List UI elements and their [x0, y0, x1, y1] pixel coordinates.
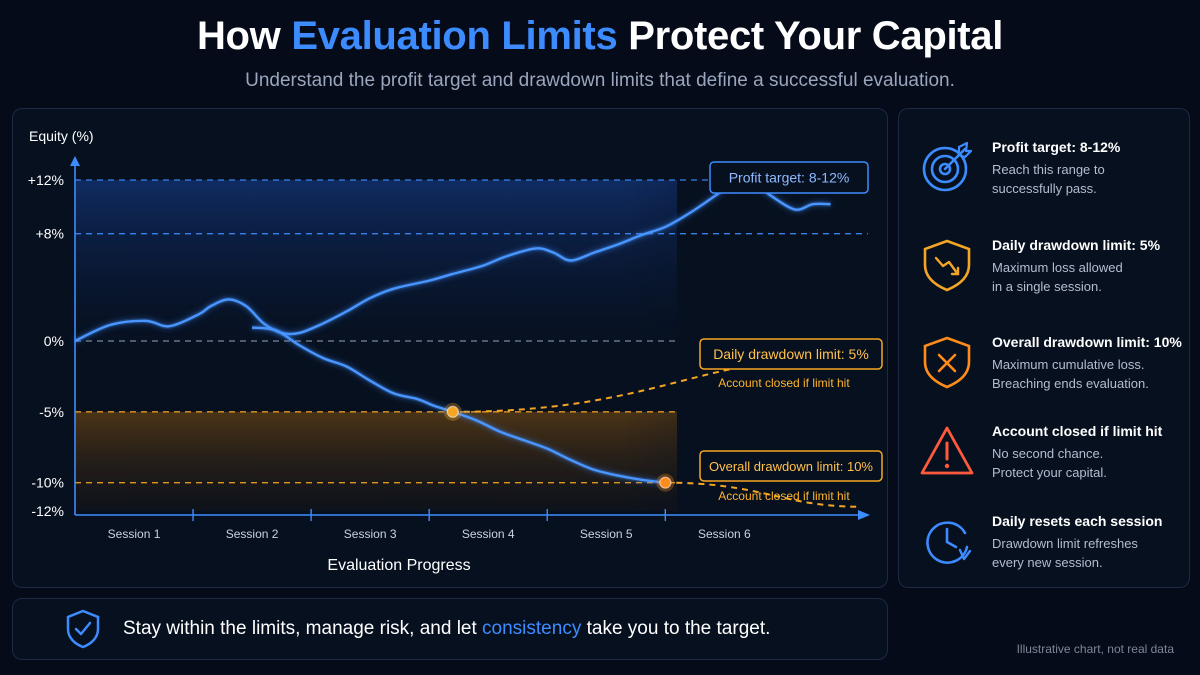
info-item-desc-line: successfully pass.: [992, 181, 1097, 196]
equity-chart: Equity (%) +12% +8% 0% -5% -10% -12% Session 1 S…: [28, 128, 883, 574]
info-item-description: Maximum cumulative loss. Breaching ends e…: [992, 355, 1182, 393]
y-tick-label: 0%: [44, 333, 64, 349]
warning-icon: [920, 426, 974, 475]
drawdown-zone: [75, 411, 677, 511]
info-item-title: Profit target: 8-12%: [992, 139, 1121, 155]
x-tick-label: Session 3: [344, 527, 397, 541]
profit-zone: [75, 180, 677, 341]
disclaimer-note: Illustrative chart, not real data: [1016, 642, 1174, 656]
overall-limit-note: Account closed if limit hit: [718, 489, 850, 503]
info-item-desc-line: Maximum cumulative loss.: [992, 357, 1145, 372]
y-axis-label: Equity (%): [29, 128, 94, 144]
info-item-desc-line: Protect your capital.: [992, 465, 1107, 480]
shield-check-icon: [66, 609, 100, 649]
info-item-desc-line: every new session.: [992, 555, 1103, 570]
y-tick-label: -10%: [31, 475, 64, 491]
info-item-description: Drawdown limit refreshes every new sessio…: [992, 534, 1182, 572]
x-tick-label: Session 4: [462, 527, 515, 541]
info-item-title: Daily drawdown limit: 5%: [992, 237, 1161, 253]
footer-text-pre: Stay within the limits, manage risk, and…: [123, 618, 477, 639]
info-item-title: Daily resets each session: [992, 513, 1163, 529]
daily-limit-note: Account closed if limit hit: [718, 376, 850, 390]
x-axis-arrow: [858, 510, 870, 520]
title-prefix: How: [196, 14, 281, 58]
y-tick-label: +12%: [28, 172, 64, 188]
shield-x-icon: [923, 336, 971, 389]
info-item-title: Overall drawdown limit: 10%: [992, 334, 1182, 350]
info-item-description: No second chance. Protect your capital.: [992, 444, 1182, 482]
info-item: Overall drawdown limit: 10% Maximum cumul…: [899, 334, 1189, 424]
daily-limit-label-box: [699, 338, 883, 370]
x-tick-label: Session 6: [698, 527, 751, 541]
info-item: Daily drawdown limit: 5% Maximum loss all…: [899, 237, 1189, 327]
title-suffix: Protect Your Capital: [628, 14, 1004, 58]
overall-limit-label-box: [699, 450, 883, 482]
page-title: How Evaluation Limits Protect Your Capit…: [0, 14, 1200, 59]
data-marker: [446, 405, 459, 418]
target-icon: [922, 141, 973, 192]
profit-target-label-box: [709, 161, 869, 194]
info-item-desc-line: Drawdown limit refreshes: [992, 536, 1138, 551]
profit-target-label: Profit target: 8-12%: [729, 170, 850, 186]
x-tick-label: Session 5: [580, 527, 633, 541]
data-marker: [659, 476, 672, 489]
footer-highlight: consistency: [482, 618, 582, 639]
info-item-desc-line: Breaching ends evaluation.: [992, 376, 1149, 391]
info-item-description: Reach this range to successfully pass.: [992, 160, 1182, 198]
info-item-title: Account closed if limit hit: [992, 423, 1163, 439]
info-panel: Profit target: 8-12% Reach this range to s…: [898, 108, 1190, 588]
x-tick-label: Session 2: [226, 527, 279, 541]
clock-reset-icon: [926, 521, 972, 564]
info-item-desc-line: No second chance.: [992, 446, 1104, 461]
y-axis-arrow: [70, 156, 80, 166]
y-tick-label: +8%: [36, 226, 64, 242]
info-item: Account closed if limit hit No second cha…: [899, 423, 1189, 513]
page-subtitle: Understand the profit target and drawdow…: [245, 70, 955, 91]
footer-text-post: take you to the target.: [586, 618, 771, 639]
daily-limit-label: Daily drawdown limit: 5%: [713, 346, 869, 362]
info-item-description: Maximum loss allowed in a single session.: [992, 258, 1182, 296]
title-accent: Evaluation Limits: [291, 14, 618, 58]
overall-limit-label: Overall drawdown limit: 10%: [709, 459, 873, 474]
info-item-desc-line: Reach this range to: [992, 162, 1105, 177]
info-item: Daily resets each session Drawdown limit …: [899, 513, 1189, 603]
y-tick-label: -5%: [39, 404, 64, 420]
x-axis-label: Evaluation Progress: [327, 557, 470, 574]
info-item: Profit target: 8-12% Reach this range to s…: [899, 139, 1189, 229]
footer-panel: Stay within the limits, manage risk, and…: [12, 598, 888, 660]
shield-drawdown-icon: [923, 239, 971, 292]
info-item-desc-line: Maximum loss allowed: [992, 260, 1123, 275]
x-tick-label: Session 1: [108, 527, 161, 541]
y-tick-label: -12%: [31, 503, 64, 519]
footer-message: Stay within the limits, manage risk, and…: [123, 618, 770, 640]
limit-curve: [665, 481, 861, 508]
info-item-desc-line: in a single session.: [992, 279, 1102, 294]
